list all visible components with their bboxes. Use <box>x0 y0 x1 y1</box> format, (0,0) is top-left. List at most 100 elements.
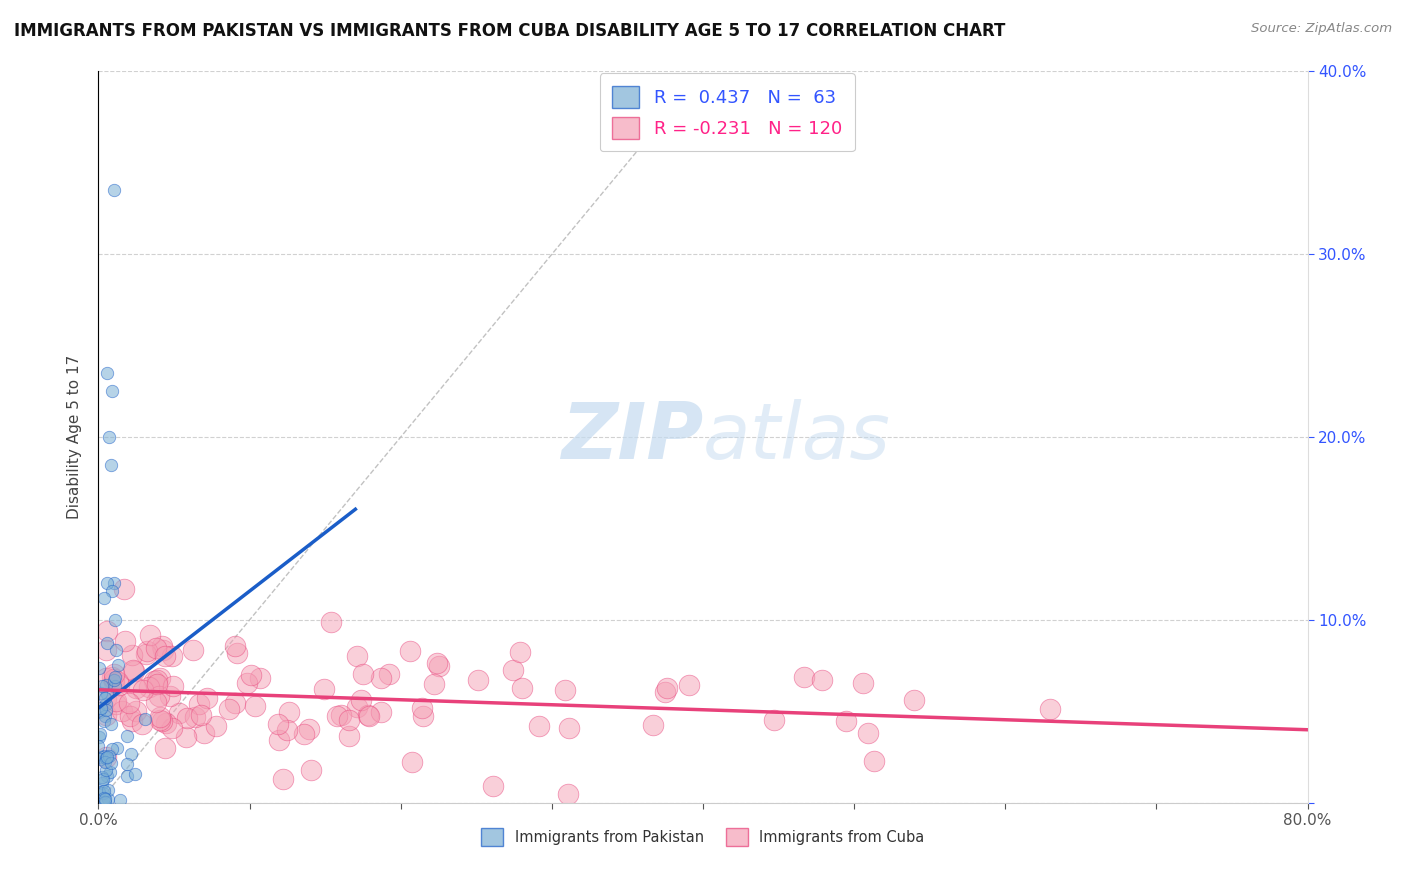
Point <box>131 717 153 731</box>
Point <box>94 708 117 723</box>
Point <box>145 695 167 709</box>
Point <box>105 741 128 756</box>
Point <box>292 727 315 741</box>
Point <box>325 708 347 723</box>
Point <box>100 756 122 770</box>
Point <box>91 772 114 786</box>
Point <box>90 750 112 764</box>
Point <box>94 703 117 717</box>
Point <box>94 691 117 706</box>
Point <box>91 776 114 790</box>
Point <box>150 640 173 654</box>
Point <box>125 704 148 718</box>
Point <box>174 731 197 745</box>
Point <box>101 670 124 684</box>
Point <box>87 739 110 753</box>
Point <box>97 748 120 763</box>
Point <box>94 750 117 764</box>
Point <box>153 741 176 756</box>
Point <box>167 706 190 721</box>
Point <box>529 719 551 733</box>
Point <box>96 678 118 692</box>
Point <box>94 672 117 686</box>
Point <box>145 673 167 687</box>
Point <box>104 613 127 627</box>
Point <box>298 722 321 736</box>
Point <box>554 682 576 697</box>
Point <box>467 673 489 687</box>
Point <box>121 648 143 662</box>
Point <box>97 782 120 797</box>
Point <box>110 793 132 807</box>
Point <box>149 671 172 685</box>
Point <box>125 681 148 696</box>
Point <box>145 677 167 691</box>
Point <box>319 615 342 629</box>
Point <box>101 583 124 598</box>
Point <box>856 726 879 740</box>
Point <box>138 680 160 694</box>
Point <box>105 643 128 657</box>
Point <box>195 691 218 706</box>
Point <box>641 717 664 731</box>
Point <box>93 714 115 728</box>
Point <box>96 642 118 657</box>
Point <box>337 713 360 727</box>
Point <box>94 708 117 723</box>
Point <box>481 779 503 793</box>
Point <box>181 642 204 657</box>
Point <box>96 366 118 380</box>
Point <box>101 384 124 399</box>
Point <box>103 667 125 681</box>
Point <box>162 679 184 693</box>
Point <box>96 624 118 638</box>
Point <box>205 719 228 733</box>
Point <box>558 721 581 735</box>
Point <box>509 645 531 659</box>
Point <box>145 640 167 655</box>
Point <box>224 696 246 710</box>
Point <box>329 707 352 722</box>
Point <box>155 716 177 731</box>
Point <box>811 673 834 687</box>
Point <box>148 710 170 724</box>
Point <box>862 754 884 768</box>
Point <box>249 671 271 685</box>
Text: Source: ZipAtlas.com: Source: ZipAtlas.com <box>1251 22 1392 36</box>
Point <box>224 639 246 653</box>
Point <box>104 670 127 684</box>
Y-axis label: Disability Age 5 to 17: Disability Age 5 to 17 <box>67 355 83 519</box>
Point <box>159 689 181 703</box>
Point <box>124 767 146 781</box>
Point <box>108 677 131 691</box>
Point <box>104 679 127 693</box>
Point <box>118 708 141 723</box>
Point <box>160 721 183 735</box>
Point <box>357 709 380 723</box>
Point <box>243 699 266 714</box>
Point <box>271 772 294 787</box>
Point <box>90 686 112 700</box>
Point <box>111 705 134 719</box>
Point <box>93 790 115 805</box>
Point <box>226 646 249 660</box>
Point <box>100 458 122 472</box>
Point <box>852 675 875 690</box>
Point <box>160 648 183 663</box>
Point <box>105 698 128 712</box>
Point <box>90 770 112 784</box>
Point <box>401 756 423 770</box>
Text: ZIP: ZIP <box>561 399 703 475</box>
Point <box>107 657 129 672</box>
Point <box>299 763 322 777</box>
Point <box>90 700 112 714</box>
Point <box>89 752 111 766</box>
Point <box>117 696 139 710</box>
Point <box>346 700 368 714</box>
Point <box>370 671 392 685</box>
Point <box>89 727 111 741</box>
Point <box>276 723 298 738</box>
Point <box>654 684 676 698</box>
Point <box>103 673 125 688</box>
Point <box>762 713 785 727</box>
